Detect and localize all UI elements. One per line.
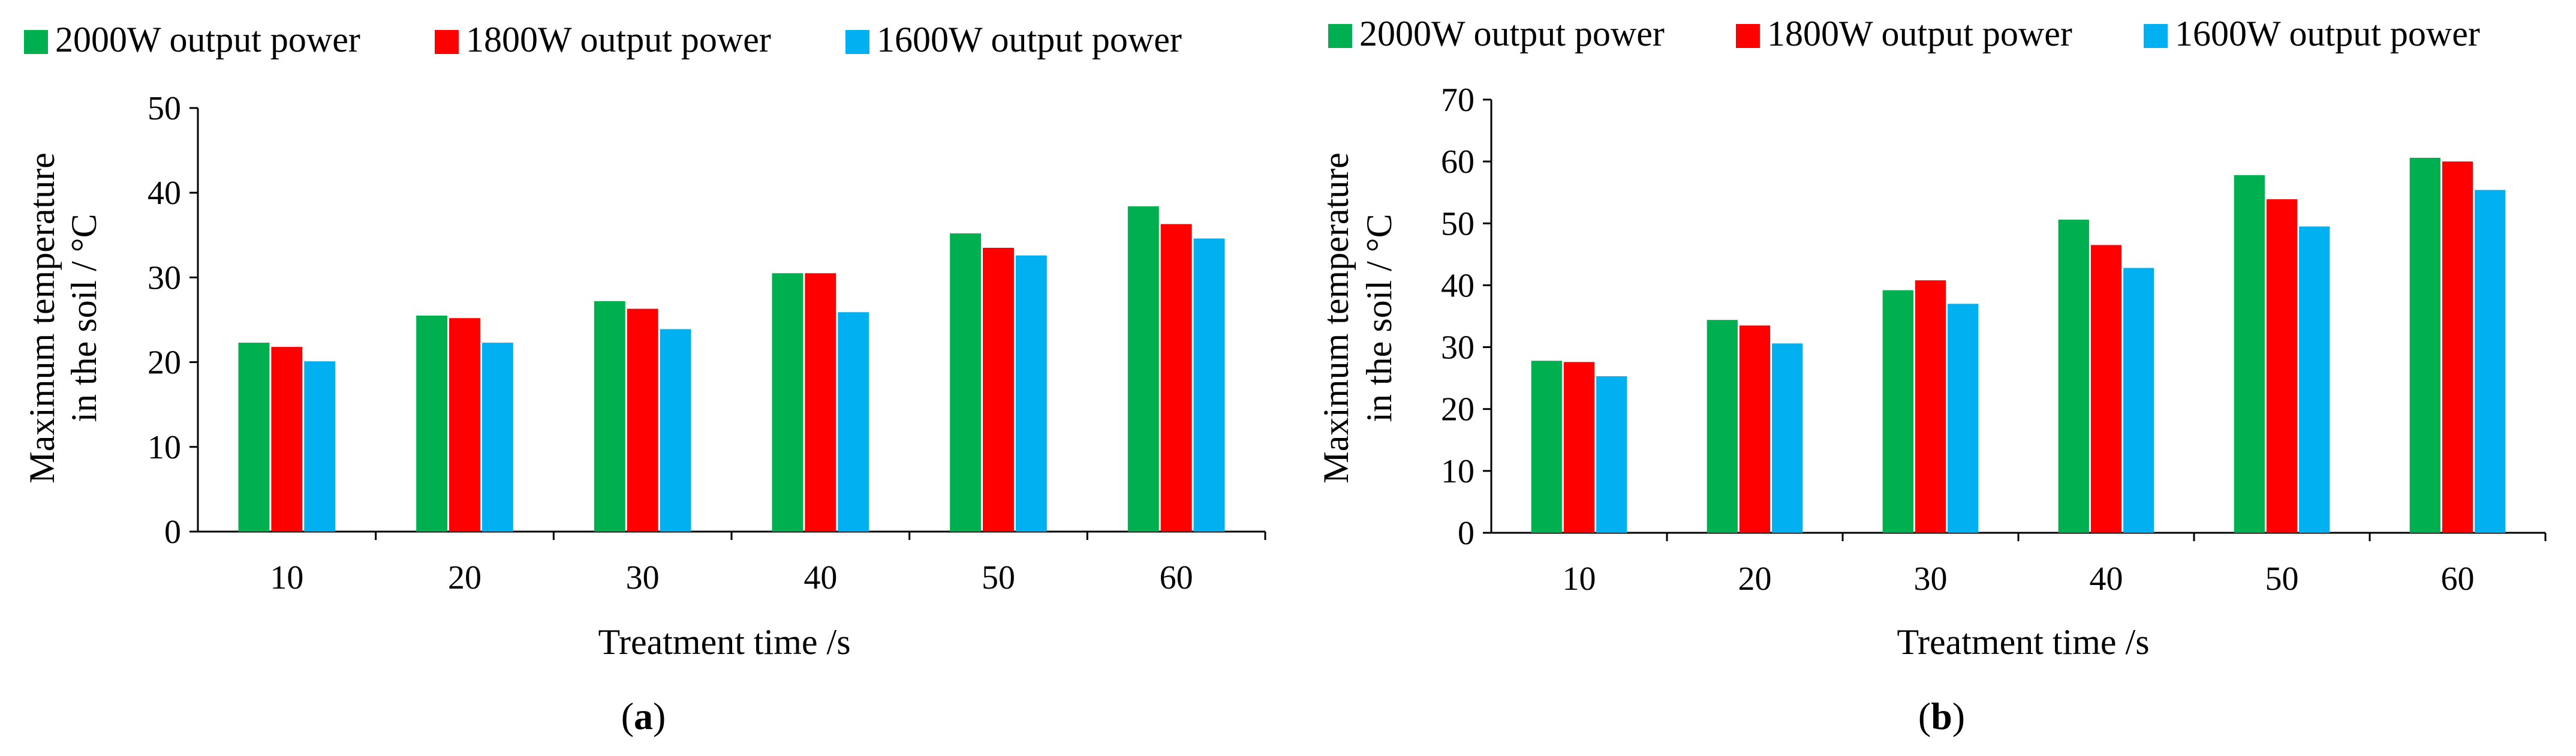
legend: 2000W output power 1800W output power 1600… <box>1328 14 2480 53</box>
y-axis-label: Maximum temperature <box>1316 152 1356 483</box>
bar-1800w-50s <box>2266 199 2298 533</box>
y-tick-label: 20 <box>148 344 181 382</box>
x-tick-label: 10 <box>270 559 303 596</box>
bar-1800w-10s <box>271 347 303 532</box>
x-tick-label: 60 <box>1160 559 1193 596</box>
bar-1600w-50s <box>1015 255 1047 532</box>
bar-2000w-60s <box>1127 206 1159 532</box>
y-axis-label: Maximum temperature <box>22 152 62 483</box>
bar-2000w-10s <box>238 343 270 532</box>
x-tick-label: 60 <box>2441 560 2475 598</box>
bar-1800w-40s <box>805 273 836 532</box>
x-tick-label: 20 <box>448 559 482 596</box>
x-tick-label: 10 <box>1563 560 1596 598</box>
y-tick-label: 50 <box>1441 205 1474 242</box>
y-tick-label: 20 <box>1441 391 1474 428</box>
bar-1800w-30s <box>1915 280 1946 533</box>
bar-1600w-30s <box>1948 304 1979 533</box>
legend-label: 1600W output power <box>2175 14 2480 53</box>
bar-1600w-50s <box>2299 226 2330 533</box>
legend-swatch-1600w <box>2144 24 2168 48</box>
panel-caption-letter: a <box>634 695 653 737</box>
bar-1600w-30s <box>660 329 691 532</box>
legend-swatch-1800w <box>435 30 459 54</box>
legend-label: 1800W output power <box>1767 14 2072 53</box>
panel-caption: (b) <box>1918 695 1965 737</box>
chart-panel-b: 2000W output power 1800W output power 1600… <box>1316 14 2547 737</box>
legend-label: 1600W output power <box>877 20 1182 59</box>
y-tick-label: 60 <box>1441 143 1474 181</box>
legend-label: 2000W output power <box>55 20 360 59</box>
bar-1600w-60s <box>2475 190 2506 533</box>
y-tick-label: 10 <box>1441 453 1474 490</box>
legend-label: 2000W output power <box>1359 14 1665 53</box>
bar-1800w-40s <box>2090 245 2122 533</box>
y-tick-label: 30 <box>1441 329 1474 367</box>
bar-2000w-40s <box>2058 220 2089 533</box>
x-tick-label: 40 <box>804 559 837 596</box>
bar-2000w-30s <box>594 301 625 532</box>
legend-swatch-2000w <box>1328 24 1352 48</box>
bar-1600w-40s <box>838 312 869 532</box>
bar-1800w-10s <box>1563 362 1595 533</box>
y-tick-label: 50 <box>148 90 181 127</box>
legend-swatch-2000w <box>24 30 48 54</box>
bar-1600w-20s <box>482 343 513 532</box>
bar-1600w-10s <box>304 361 336 532</box>
bar-2000w-50s <box>2234 175 2265 533</box>
x-tick-label: 40 <box>2090 560 2123 598</box>
y-tick-label: 40 <box>148 175 181 212</box>
bar-2000w-30s <box>1882 290 1913 533</box>
x-tick-label: 50 <box>982 559 1015 596</box>
legend: 2000W output power 1800W output power 1600… <box>24 20 1182 59</box>
y-tick-label: 70 <box>1441 82 1474 119</box>
bar-1600w-40s <box>2123 268 2154 533</box>
panel-caption: (a) <box>621 695 666 737</box>
bar-1600w-20s <box>1772 343 1803 533</box>
x-tick-label: 30 <box>1914 560 1948 598</box>
y-axis-label: in the soil / °C <box>1359 214 1399 422</box>
bar-1800w-50s <box>983 247 1014 532</box>
y-tick-label: 40 <box>1441 267 1474 304</box>
chart-panel-a: 2000W output power 1800W output power 1600… <box>22 20 1266 737</box>
bar-1800w-60s <box>1160 224 1192 532</box>
bar-2000w-20s <box>416 315 448 532</box>
panel-caption-letter: b <box>1931 695 1952 737</box>
x-tick-label: 20 <box>1738 560 1772 598</box>
bar-2000w-20s <box>1707 320 1738 533</box>
x-tick-label: 50 <box>2265 560 2299 598</box>
y-tick-label: 30 <box>148 259 181 296</box>
x-tick-label: 30 <box>626 559 660 596</box>
bar-1600w-60s <box>1193 238 1225 532</box>
bar-1800w-20s <box>1739 325 1771 533</box>
bar-1800w-20s <box>449 318 480 532</box>
y-tick-label: 10 <box>148 429 181 466</box>
legend-swatch-1800w <box>1736 24 1760 48</box>
legend-label: 1800W output power <box>466 20 771 59</box>
bar-2000w-60s <box>2409 157 2440 533</box>
y-tick-label: 0 <box>1458 515 1474 552</box>
y-axis-label: in the soil / °C <box>64 214 104 422</box>
x-axis-label: Treatment time /s <box>1897 622 2149 662</box>
bar-2000w-40s <box>772 273 804 532</box>
legend-swatch-1600w <box>845 30 869 54</box>
bar-2000w-50s <box>950 233 982 532</box>
bar-2000w-10s <box>1531 361 1562 533</box>
y-tick-label: 0 <box>164 514 181 551</box>
bar-1800w-60s <box>2442 161 2473 533</box>
x-axis-label: Treatment time /s <box>598 622 850 662</box>
bar-1800w-30s <box>627 308 658 532</box>
bar-1600w-10s <box>1596 376 1627 533</box>
